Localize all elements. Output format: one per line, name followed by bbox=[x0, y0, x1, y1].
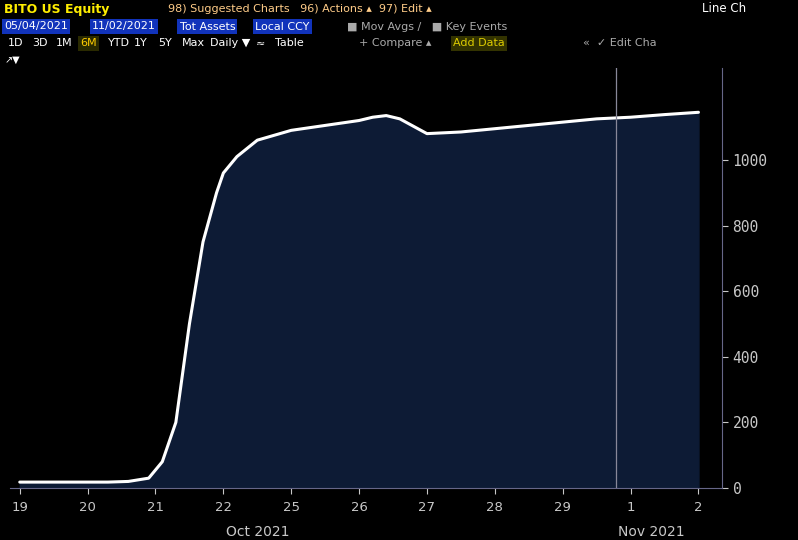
Text: Table: Table bbox=[275, 38, 304, 49]
Text: + Compare ▴: + Compare ▴ bbox=[359, 38, 432, 49]
Text: Add Data: Add Data bbox=[453, 38, 505, 49]
Text: Max: Max bbox=[182, 38, 205, 49]
Text: 1: 1 bbox=[626, 501, 635, 514]
Text: ↗▼: ↗▼ bbox=[5, 55, 21, 65]
Text: «  ✓ Edit Cha: « ✓ Edit Cha bbox=[583, 38, 656, 49]
Text: 3D: 3D bbox=[32, 38, 47, 49]
Text: 1Y: 1Y bbox=[134, 38, 148, 49]
Text: 26: 26 bbox=[350, 501, 368, 514]
Text: 22: 22 bbox=[215, 501, 232, 514]
Text: Nov 2021: Nov 2021 bbox=[618, 525, 684, 539]
Text: 28: 28 bbox=[487, 501, 504, 514]
Text: YTD: YTD bbox=[108, 38, 130, 49]
Text: Daily ▼: Daily ▼ bbox=[210, 38, 250, 49]
Text: 20: 20 bbox=[79, 501, 96, 514]
Text: Oct 2021: Oct 2021 bbox=[226, 525, 289, 539]
Text: 05/04/2021: 05/04/2021 bbox=[4, 22, 68, 31]
Text: BITO US Equity: BITO US Equity bbox=[4, 3, 109, 16]
Text: 1M: 1M bbox=[56, 38, 73, 49]
Text: 25: 25 bbox=[282, 501, 300, 514]
Text: 11/02/2021: 11/02/2021 bbox=[92, 22, 156, 31]
Text: Local CCY: Local CCY bbox=[255, 22, 310, 31]
Text: 21: 21 bbox=[147, 501, 164, 514]
Text: 98) Suggested Charts   96) Actions ▴  97) Edit ▴: 98) Suggested Charts 96) Actions ▴ 97) E… bbox=[168, 4, 432, 14]
Text: 19: 19 bbox=[11, 501, 28, 514]
Text: ■ Mov Avgs /   ■ Key Events: ■ Mov Avgs / ■ Key Events bbox=[347, 22, 508, 31]
Text: 1197.9: 1197.9 bbox=[732, 77, 787, 92]
Text: Tot Assets: Tot Assets bbox=[180, 22, 235, 31]
Text: Line Ch: Line Ch bbox=[702, 3, 746, 16]
Text: 27: 27 bbox=[418, 501, 436, 514]
Text: 1D: 1D bbox=[8, 38, 23, 49]
Text: ≈: ≈ bbox=[255, 38, 265, 49]
Text: 6M: 6M bbox=[80, 38, 97, 49]
Text: 29: 29 bbox=[555, 501, 571, 514]
Text: 2: 2 bbox=[694, 501, 703, 514]
Text: 5Y: 5Y bbox=[158, 38, 172, 49]
